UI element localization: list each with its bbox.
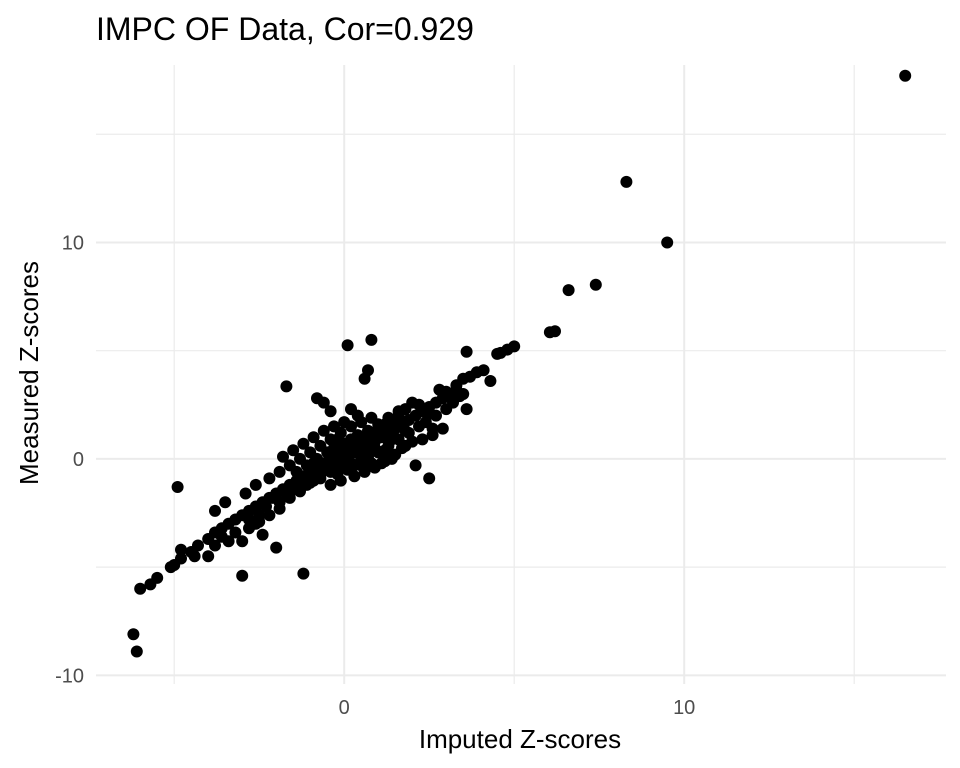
data-point — [406, 435, 419, 448]
data-point — [290, 465, 303, 478]
data-point — [543, 326, 556, 339]
data-point — [382, 411, 395, 424]
data-point — [324, 405, 337, 418]
data-point — [589, 278, 602, 291]
data-point — [385, 452, 398, 465]
data-point — [229, 526, 242, 539]
data-point — [460, 403, 473, 416]
data-point — [297, 567, 310, 580]
data-point — [130, 645, 143, 658]
data-point — [294, 481, 306, 493]
data-point — [307, 431, 320, 444]
data-point — [134, 582, 147, 595]
data-point — [317, 396, 330, 409]
data-point — [328, 420, 340, 433]
data-point — [164, 561, 177, 574]
data-point — [392, 405, 405, 418]
data-point — [236, 569, 249, 582]
data-point — [314, 472, 327, 485]
data-point — [460, 345, 473, 358]
data-point — [297, 437, 310, 450]
data-point — [362, 450, 374, 463]
data-point — [317, 459, 330, 472]
data-point — [263, 472, 276, 485]
data-point — [358, 435, 371, 448]
data-point — [287, 444, 300, 457]
data-point — [239, 487, 252, 500]
data-point — [144, 578, 157, 591]
data-point — [243, 513, 255, 526]
data-point — [307, 457, 320, 470]
data-point — [304, 476, 317, 489]
data-point — [362, 424, 374, 437]
data-point — [426, 422, 439, 435]
data-point — [202, 550, 215, 563]
data-point — [188, 550, 201, 563]
data-point — [453, 390, 466, 403]
data-point — [345, 433, 357, 446]
data-point — [209, 539, 221, 552]
data-point — [324, 478, 337, 491]
data-point — [372, 418, 385, 431]
data-point — [491, 347, 504, 360]
data-point — [273, 465, 286, 478]
x-tick-label: 10 — [673, 697, 695, 719]
data-point — [222, 535, 235, 548]
data-point — [436, 422, 449, 435]
data-point — [372, 429, 385, 442]
y-tick-labels: -10 0 10 — [55, 232, 84, 687]
data-point — [385, 433, 398, 446]
data-point — [355, 416, 368, 429]
x-tick-label: 0 — [339, 697, 350, 719]
data-point — [562, 284, 575, 297]
data-point — [368, 442, 381, 455]
data-point — [256, 528, 269, 541]
y-tick-label: 10 — [62, 232, 84, 254]
data-point — [273, 502, 286, 515]
data-point — [358, 372, 371, 385]
data-point — [484, 375, 497, 387]
data-point — [263, 509, 276, 522]
data-point — [661, 236, 674, 249]
data-point — [283, 491, 296, 504]
data-point — [270, 541, 283, 554]
data-point — [423, 472, 436, 485]
data-point — [341, 339, 354, 352]
data-point — [175, 543, 187, 556]
data-point — [253, 515, 266, 528]
data-point — [375, 457, 388, 470]
data-point — [399, 424, 412, 437]
data-point — [379, 444, 391, 457]
data-point — [341, 463, 354, 476]
data-point — [209, 504, 221, 517]
data-point — [365, 333, 378, 346]
data-point — [416, 433, 429, 446]
data-point — [620, 175, 633, 188]
data-point — [396, 442, 408, 455]
data-point — [355, 459, 368, 472]
y-tick-label: 0 — [73, 449, 84, 471]
data-point — [338, 416, 351, 429]
data-point — [328, 442, 340, 455]
x-tick-labels: 0 10 — [339, 697, 696, 719]
data-points — [127, 69, 912, 658]
data-point — [899, 69, 912, 82]
data-point — [409, 459, 422, 472]
data-point — [219, 496, 232, 509]
chart-title: IMPC OF Data, Cor=0.929 — [96, 11, 474, 47]
data-point — [331, 468, 344, 481]
data-point — [280, 380, 293, 393]
y-tick-label: -10 — [55, 665, 84, 687]
grid — [96, 65, 946, 684]
data-point — [277, 450, 289, 463]
data-point — [127, 628, 140, 641]
data-point — [249, 478, 262, 491]
y-axis-title: Measured Z-scores — [14, 261, 44, 485]
x-axis-title: Imputed Z-scores — [419, 724, 621, 754]
data-point — [171, 481, 184, 493]
data-point — [430, 409, 442, 422]
data-point — [317, 424, 330, 437]
data-point — [236, 535, 249, 548]
